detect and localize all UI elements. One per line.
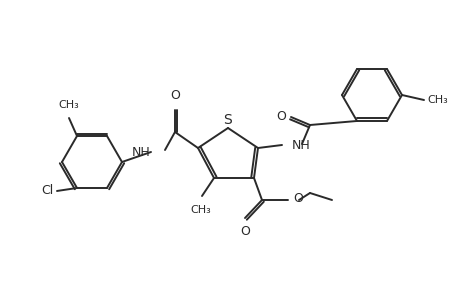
Text: S: S (223, 113, 232, 127)
Text: CH₃: CH₃ (58, 100, 79, 110)
Text: O: O (240, 225, 249, 238)
Text: O: O (292, 191, 302, 205)
Text: O: O (170, 89, 179, 102)
Text: CH₃: CH₃ (426, 95, 447, 105)
Text: CH₃: CH₃ (190, 205, 211, 215)
Text: Cl: Cl (42, 184, 54, 197)
Text: NH: NH (132, 146, 151, 158)
Text: O: O (275, 110, 285, 122)
Text: NH: NH (291, 139, 310, 152)
